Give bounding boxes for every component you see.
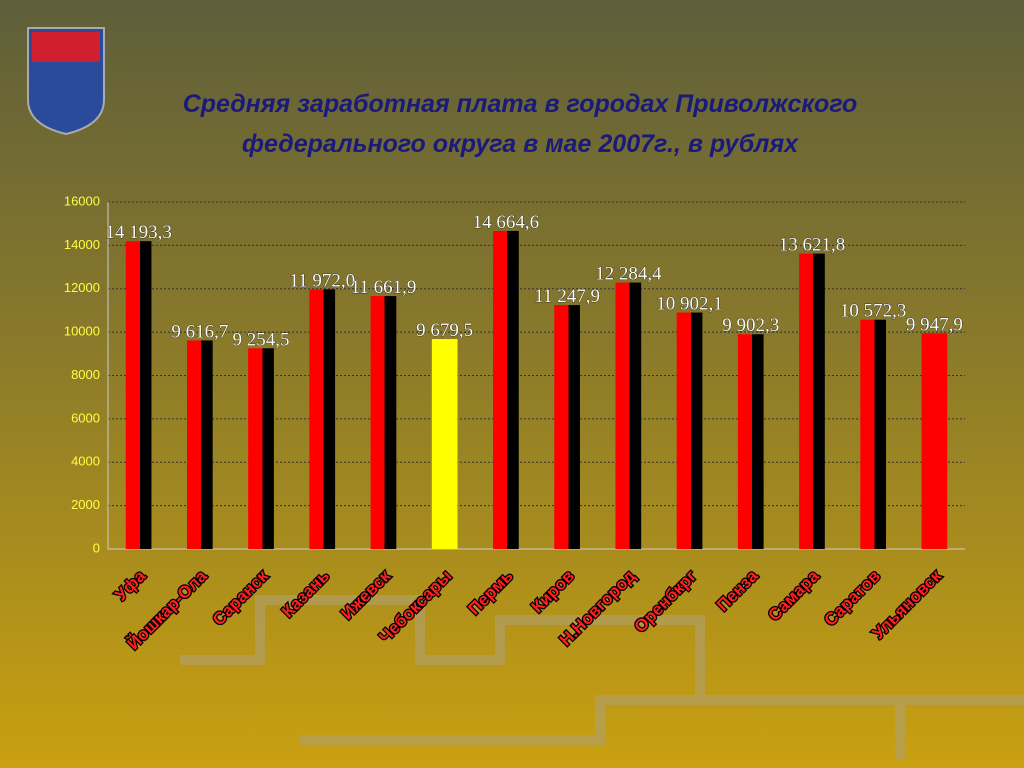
x-tick-label: Киров bbox=[528, 566, 578, 616]
x-tick-label: Уфа bbox=[111, 566, 150, 605]
chart-title: федерального округа в мае 2007г., в рубл… bbox=[242, 130, 799, 158]
value-label: 11 972,0 bbox=[289, 270, 355, 291]
bar bbox=[737, 334, 764, 549]
x-tick-label: Самара bbox=[764, 566, 823, 625]
x-tick-label: Саратов bbox=[821, 566, 884, 629]
value-label: 11 661,9 bbox=[351, 277, 417, 298]
y-tick-label: 14000 bbox=[64, 237, 100, 252]
x-tick-label: Пермь bbox=[464, 566, 516, 618]
value-label: 14 664,6 bbox=[473, 212, 540, 233]
bar bbox=[370, 296, 397, 549]
bar bbox=[676, 312, 703, 549]
y-tick-label: 12000 bbox=[64, 280, 100, 295]
value-label: 9 254,5 bbox=[233, 329, 290, 350]
y-tick-label: 0 bbox=[93, 540, 100, 555]
bar bbox=[431, 339, 458, 549]
y-tick-label: 4000 bbox=[71, 454, 100, 469]
y-tick-label: 8000 bbox=[71, 367, 100, 382]
bar bbox=[554, 305, 580, 549]
bar bbox=[309, 289, 336, 549]
emblem bbox=[27, 27, 105, 136]
y-tick-label: 6000 bbox=[71, 410, 100, 425]
value-label: 9 902,3 bbox=[722, 315, 779, 336]
bar bbox=[921, 333, 948, 549]
value-label: 13 621,8 bbox=[779, 235, 846, 256]
bar bbox=[186, 340, 213, 549]
value-label: 9 679,5 bbox=[416, 320, 473, 341]
value-label: 14 193,3 bbox=[105, 222, 172, 243]
ornament bbox=[180, 595, 1024, 760]
bar bbox=[125, 241, 152, 549]
bar bbox=[615, 282, 642, 549]
x-tick-label: Оренбкрг bbox=[630, 566, 700, 636]
y-tick-label: 2000 bbox=[71, 497, 100, 512]
value-label: 9 947,9 bbox=[906, 314, 963, 335]
y-tick-label: 10000 bbox=[64, 324, 100, 339]
x-tick-label: Пенза bbox=[713, 566, 762, 615]
x-tick-label: Ижевск bbox=[337, 566, 394, 623]
value-label: 12 284,4 bbox=[595, 264, 662, 285]
bar bbox=[493, 230, 519, 549]
y-tick-label: 16000 bbox=[64, 193, 100, 208]
value-label: 11 247,9 bbox=[534, 286, 600, 307]
value-label: 10 572,3 bbox=[840, 301, 907, 322]
value-label: 9 616,7 bbox=[171, 321, 228, 342]
bar bbox=[799, 253, 825, 549]
chart-title: Средняя заработная плата в городах Приво… bbox=[183, 90, 858, 118]
bar bbox=[860, 319, 887, 549]
value-label: 10 902,1 bbox=[656, 294, 723, 315]
bar bbox=[248, 348, 274, 549]
x-tick-label: Казань bbox=[278, 566, 333, 621]
